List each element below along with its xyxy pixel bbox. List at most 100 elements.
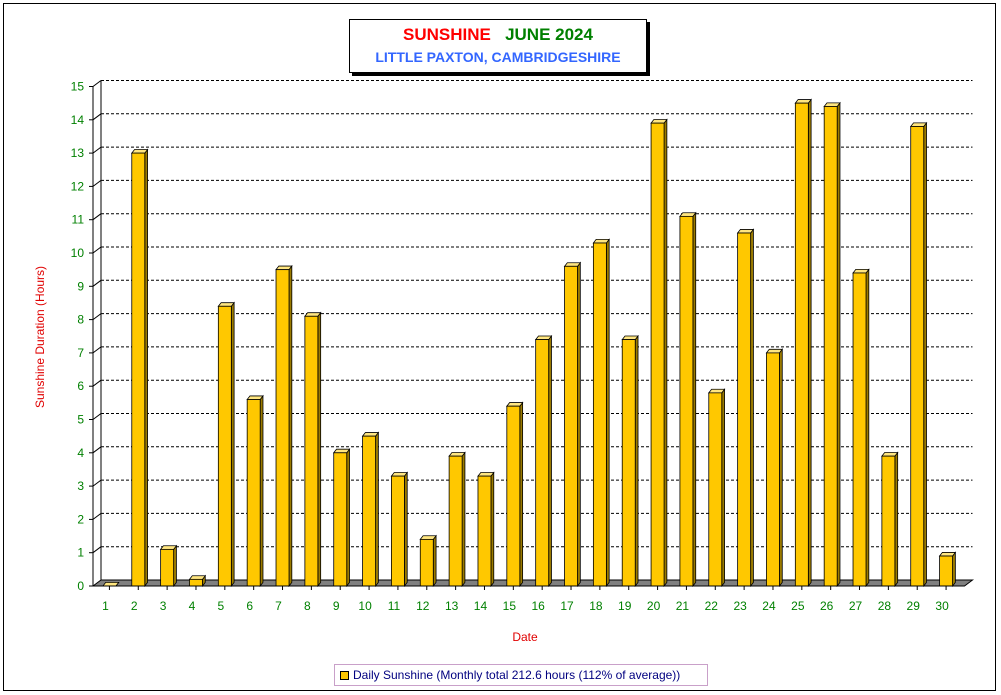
bar-side — [605, 238, 610, 588]
bar-top — [448, 452, 466, 457]
y-tick-label: 1 — [77, 546, 84, 560]
y-tick-label: 5 — [77, 413, 84, 427]
x-tick-label: 6 — [246, 599, 253, 613]
x-tick-label: 30 — [935, 599, 949, 613]
y-tick-label: 14 — [71, 113, 85, 127]
x-tick-label: 27 — [849, 599, 863, 613]
bar-side — [346, 448, 350, 588]
x-tick-label: 20 — [647, 599, 661, 613]
bar-side — [490, 471, 495, 588]
bar-side — [779, 348, 783, 588]
bar-side — [807, 98, 812, 588]
bar — [823, 106, 838, 587]
gridline-depth — [92, 313, 102, 321]
bar-top — [881, 452, 899, 457]
bar — [189, 578, 203, 587]
bar — [592, 242, 607, 587]
bar-side — [894, 451, 899, 588]
bar-side — [663, 118, 668, 588]
gridline-depth — [92, 379, 102, 387]
x-tick-label: 9 — [333, 599, 340, 613]
x-tick-label: 21 — [676, 599, 690, 613]
bar — [679, 215, 694, 587]
bar — [131, 152, 146, 587]
bar-top — [650, 119, 668, 124]
y-tick-label: 4 — [77, 446, 84, 460]
bar-side — [836, 101, 841, 588]
bar-side — [259, 394, 264, 588]
y-tick-label: 10 — [71, 246, 85, 260]
bar-side — [750, 228, 754, 588]
bar-side — [288, 264, 293, 588]
bar — [766, 352, 780, 587]
axes — [89, 80, 965, 590]
gridline-depth — [92, 546, 102, 554]
y-tick-label: 2 — [77, 512, 84, 526]
bar-top — [102, 582, 120, 587]
bar-side — [952, 551, 956, 588]
x-tick-labels: 1 2 3 4 5 6 7 8 9 10 11 12 13 14 15 16 17 18 19 20 21 22 23 24 2… — [102, 599, 949, 613]
bar — [794, 102, 809, 587]
y-tick-label: 9 — [77, 279, 84, 293]
bar-side — [519, 401, 524, 588]
x-tick-label: 17 — [560, 599, 574, 613]
bars — [102, 98, 957, 588]
bar — [708, 392, 723, 587]
bar-side — [634, 334, 639, 588]
bar-top — [679, 212, 697, 217]
gridline-depth — [92, 279, 102, 287]
bar-top — [621, 335, 639, 340]
x-tick-label: 15 — [503, 599, 517, 613]
y-tick-label: 12 — [71, 179, 85, 193]
y-tick-label: 0 — [77, 579, 84, 593]
x-tick-label: 11 — [388, 599, 401, 613]
bar — [535, 339, 550, 587]
bar-top — [332, 448, 351, 454]
bar-top — [852, 268, 870, 274]
bar-top — [217, 302, 235, 307]
gridline-depth — [92, 446, 102, 454]
x-tick-label: 12 — [416, 599, 430, 613]
bar-side — [404, 471, 408, 588]
bar-top — [419, 535, 437, 540]
bar — [477, 475, 492, 587]
chart-title-box: SUNSHINE JUNE 2024 LITTLE PAXTON, CAMBRI… — [349, 19, 647, 73]
bar-top — [477, 472, 495, 477]
chart-subtitle: LITTLE PAXTON, CAMBRIDGESHIRE — [375, 49, 621, 65]
chart-title: SUNSHINE JUNE 2024 — [350, 25, 646, 45]
x-tick-label: 7 — [275, 599, 282, 613]
x-tick-label: 19 — [618, 599, 632, 613]
gridline-depth — [92, 179, 102, 187]
bar — [506, 405, 521, 587]
bar-top — [592, 239, 610, 244]
gridline-depth — [92, 513, 102, 520]
x-tick-label: 4 — [189, 599, 196, 613]
bar — [362, 435, 376, 587]
x-tick-label: 10 — [358, 599, 372, 613]
y-tick-label: 15 — [71, 80, 85, 94]
bar-side — [865, 268, 870, 588]
x-tick-label: 1 — [102, 599, 109, 613]
bar — [564, 265, 578, 587]
bar-side — [577, 261, 581, 588]
bar-top — [909, 122, 928, 127]
bar-side — [230, 301, 235, 588]
y-tick-label: 8 — [77, 313, 84, 327]
bar — [304, 315, 319, 587]
x-tick-label: 28 — [878, 599, 892, 613]
x-tick-label: 23 — [733, 599, 747, 613]
x-tick-label: 2 — [131, 599, 138, 613]
bar — [246, 399, 261, 587]
gridline-depth — [92, 213, 102, 221]
bar-top — [823, 102, 841, 107]
bar-top — [304, 312, 322, 317]
bar-top — [938, 552, 957, 557]
legend-swatch — [340, 670, 349, 680]
y-tick-label: 6 — [77, 379, 84, 393]
y-axis-label: Sunshine Duration (Hours) — [33, 266, 47, 408]
bar-top — [765, 348, 784, 354]
bar-side — [548, 334, 552, 588]
gridline-depth — [92, 346, 102, 354]
title-sunshine: SUNSHINE — [403, 25, 491, 44]
